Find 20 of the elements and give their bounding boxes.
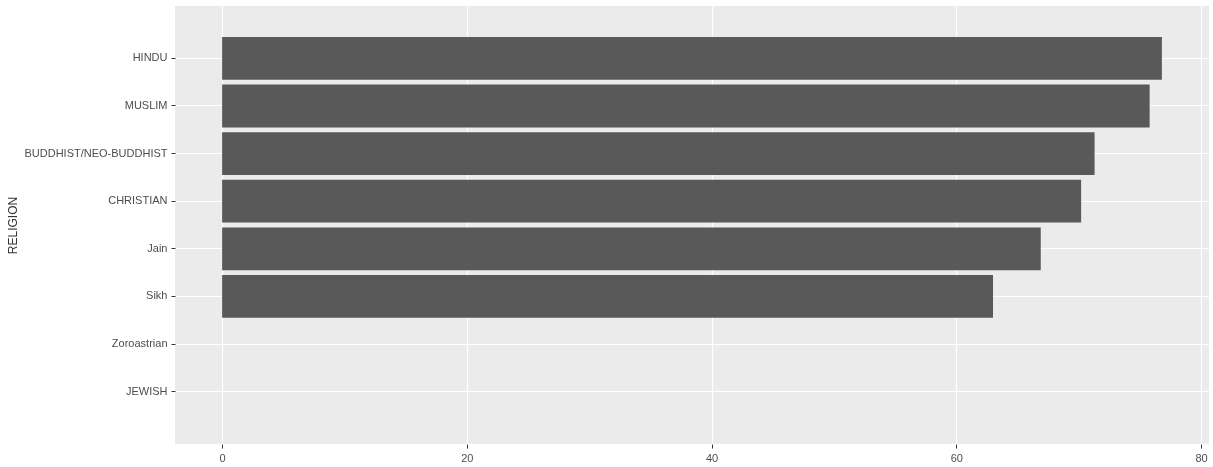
bar [222,179,1082,223]
x-tick-label: 80 [1195,451,1208,464]
bar [222,84,1150,128]
y-tick-label: BUDDHIST/NEO-BUDDHIST [24,146,168,159]
y-tick-label: HINDU [132,51,168,64]
bar [222,227,1041,271]
y-tick-label: MUSLIM [124,98,168,111]
y-tick-label: JEWISH [125,384,168,397]
bar [222,132,1095,176]
x-tick-label: 60 [950,451,963,464]
x-tick-label: 0 [219,451,226,464]
y-tick-label: CHRISTIAN [108,194,168,207]
x-tick-label: 20 [461,451,474,464]
y-axis-title: RELIGION [6,196,21,255]
y-tick-label: Jain [147,241,168,254]
bar [222,274,994,318]
x-tick-label: 40 [705,451,719,464]
y-tick-label: Sikh [146,289,168,302]
bar [222,36,1162,80]
y-tick-label: Zoroastrian [111,337,168,350]
